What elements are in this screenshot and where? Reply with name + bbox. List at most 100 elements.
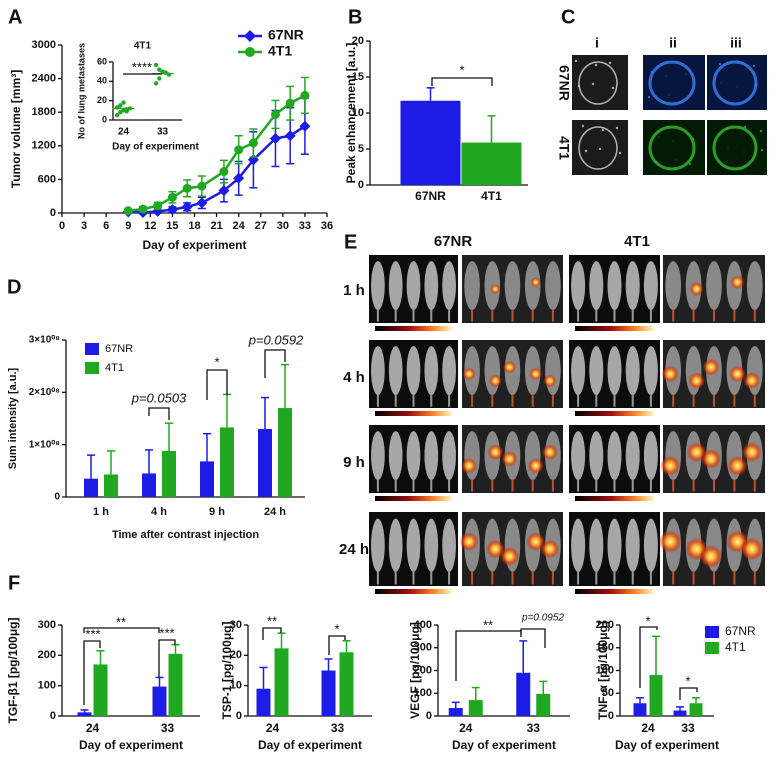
mouse	[589, 346, 604, 396]
y-tick-label: 2400	[32, 73, 56, 85]
marker	[196, 197, 208, 209]
mouse-tail	[631, 309, 634, 322]
significance-label: *	[645, 613, 650, 628]
significance-label: *	[459, 62, 464, 77]
mouse-tail	[692, 571, 695, 585]
mouse	[607, 346, 622, 396]
bar	[84, 478, 98, 497]
bar	[278, 408, 292, 497]
mouse	[643, 261, 658, 311]
y-tick-label: 0	[50, 207, 56, 219]
x-tick-label: 1 h	[93, 506, 109, 518]
x-tick-label: 33	[161, 721, 175, 735]
significance-label: **	[483, 617, 493, 632]
mouse-tail	[613, 571, 616, 585]
signal	[488, 374, 502, 388]
mouse	[589, 261, 604, 311]
mouse-tail	[672, 479, 675, 492]
y-axis-title: Sum intensity [a.u.]	[7, 367, 19, 469]
signal	[487, 444, 504, 461]
legend-label: 67NR	[105, 343, 133, 355]
point	[118, 110, 123, 115]
column-label: iii	[730, 35, 742, 51]
y-axis-title: Tumor volume [mm³]	[9, 70, 23, 188]
legend-swatch	[85, 343, 99, 355]
mouse-tail	[448, 309, 451, 322]
mouse	[625, 261, 640, 311]
signal	[503, 360, 516, 374]
bar	[516, 672, 531, 716]
significance-bracket	[455, 630, 522, 681]
mouse	[406, 518, 421, 572]
significance-label: p=0.0503	[131, 390, 187, 405]
mouse	[589, 431, 604, 481]
mouse-tail	[733, 309, 736, 322]
tumor-outline	[578, 61, 618, 105]
speckle	[615, 126, 619, 130]
mouse-tail	[471, 571, 474, 585]
marker	[218, 185, 230, 197]
signal	[461, 457, 478, 474]
mouse-tail	[631, 479, 634, 492]
signal	[462, 367, 476, 381]
significance-bracket	[148, 407, 170, 420]
mouse	[442, 346, 456, 396]
mouse-tail	[733, 394, 736, 407]
mouse-tail	[511, 309, 514, 322]
signal	[699, 544, 723, 568]
color-scale	[375, 411, 452, 416]
marker	[299, 120, 311, 132]
signal	[702, 358, 720, 376]
speckle	[752, 64, 756, 68]
y-tick-label: 5	[358, 143, 364, 155]
panel-label: A	[8, 6, 22, 28]
x-axis-title: Day of experiment	[112, 142, 199, 153]
y-tick-label: 2×10⁰⁸	[29, 387, 61, 398]
mouse-tail	[448, 394, 451, 407]
bar	[152, 686, 167, 716]
signal	[501, 451, 518, 467]
mouse-tail	[531, 479, 534, 492]
y-tick-label: 3×10⁰⁸	[29, 335, 61, 346]
x-tick-label: 12	[144, 220, 156, 232]
marker	[285, 98, 295, 108]
x-tick-label: 21	[210, 220, 222, 232]
mouse	[545, 346, 561, 396]
mouse-tail	[531, 394, 534, 407]
marker	[245, 47, 255, 57]
y-tick-label: 0	[608, 710, 614, 722]
mouse	[589, 518, 604, 572]
mouse-tail	[613, 479, 616, 492]
mouse-tail	[376, 479, 379, 492]
x-tick-label: 15	[166, 220, 178, 232]
mouse-tail	[672, 394, 675, 407]
mouse	[545, 261, 561, 311]
significance-label: *	[334, 621, 339, 636]
mouse-tail	[376, 394, 379, 407]
significance-bracket	[520, 628, 546, 648]
mouse-tail	[733, 571, 736, 585]
y-tick-label: 1×10⁰⁸	[29, 439, 61, 450]
image-tile	[572, 120, 628, 175]
mouse	[643, 518, 658, 572]
point	[153, 81, 159, 86]
mouse-tail	[430, 394, 433, 407]
row-label: 1 h	[343, 282, 365, 299]
mouse-tail	[471, 479, 474, 492]
mouse	[424, 431, 439, 481]
bar	[468, 700, 483, 716]
bar	[168, 653, 183, 716]
mouse	[371, 518, 385, 572]
mouse	[746, 261, 763, 311]
y-tick-label: 40	[97, 76, 107, 86]
x-tick-label: 33	[681, 721, 695, 735]
signal	[485, 539, 505, 559]
y-tick-label: 20	[230, 649, 242, 661]
mouse-tail	[430, 309, 433, 322]
panel-label: B	[348, 6, 362, 28]
x-tick-label: 27	[255, 220, 267, 232]
mouse-tail	[491, 479, 494, 492]
x-tick-label: 33	[157, 127, 169, 138]
mouse	[643, 431, 658, 481]
